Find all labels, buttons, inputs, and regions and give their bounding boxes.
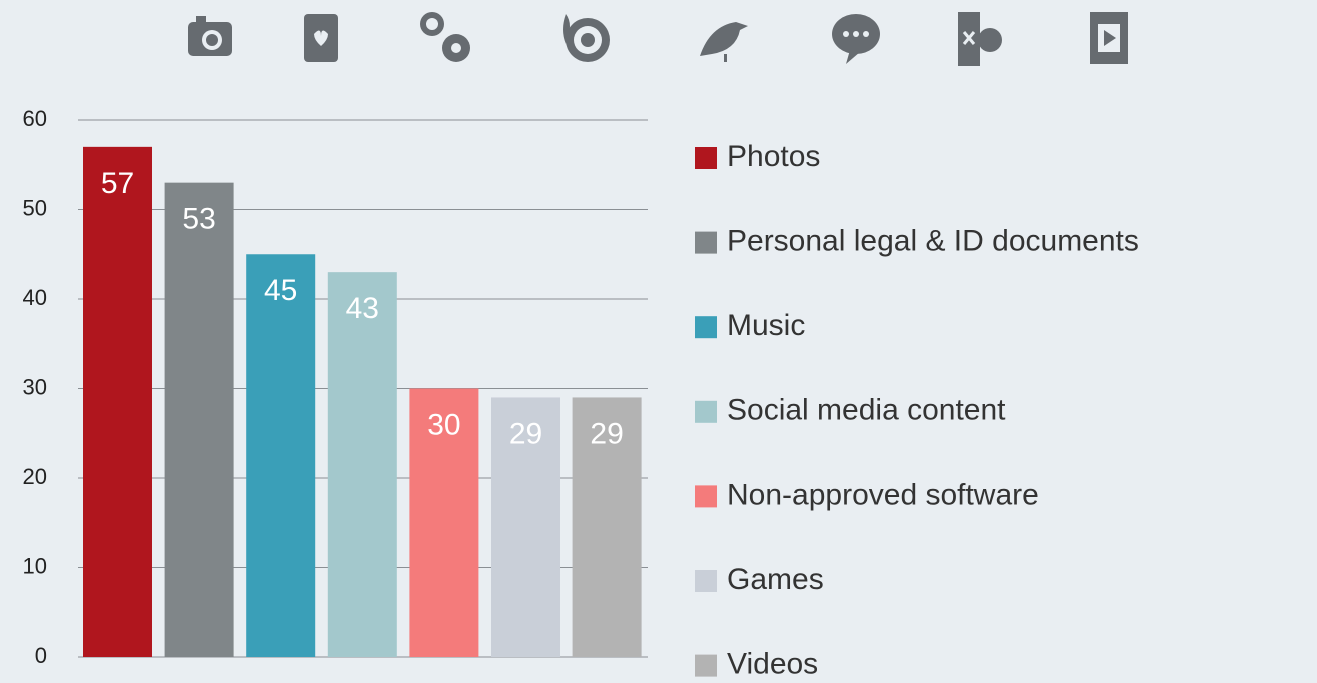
legend-swatch — [695, 485, 717, 508]
bar — [409, 388, 479, 657]
legend-swatch — [695, 231, 717, 254]
camera-icon — [188, 16, 232, 56]
value-label: 30 — [427, 408, 460, 441]
legend-label: Photos — [727, 140, 820, 173]
y-tick-label: 10 — [23, 553, 47, 578]
chat-icon — [832, 14, 880, 64]
gamepad-icon — [420, 12, 470, 62]
icons — [188, 12, 1128, 66]
legend-label: Personal legal & ID documents — [727, 225, 1139, 258]
y-tick-label: 40 — [23, 285, 47, 310]
software-icon — [958, 12, 1002, 66]
value-label: 29 — [590, 417, 623, 450]
value-label: 57 — [101, 167, 134, 200]
value-label: 53 — [182, 203, 215, 236]
value-label: 43 — [346, 292, 379, 325]
legend-swatch — [695, 316, 717, 339]
legend-label: Music — [727, 309, 805, 342]
y-tick-label: 30 — [23, 374, 47, 399]
legend-label: Videos — [727, 648, 818, 681]
bar — [246, 254, 316, 657]
y-tick-label: 60 — [23, 106, 47, 131]
y-tick-label: 0 — [35, 643, 47, 668]
card-icon — [304, 14, 338, 62]
bar — [327, 272, 397, 657]
value-label: 45 — [264, 274, 297, 307]
legend-label: Social media content — [727, 394, 1006, 427]
y-tick-label: 50 — [23, 195, 47, 220]
legend-swatch — [695, 654, 717, 677]
value-label: 29 — [509, 417, 542, 450]
bar — [491, 397, 560, 657]
legend-swatch — [695, 400, 717, 423]
bird-icon — [700, 22, 748, 62]
y-tick-label: 20 — [23, 464, 47, 489]
legend-swatch — [695, 147, 717, 169]
legend-label: Games — [727, 563, 824, 596]
bar — [83, 146, 152, 657]
bar — [572, 397, 642, 657]
legend-swatch — [695, 570, 717, 592]
legend-label: Non-approved software — [727, 478, 1039, 511]
bar — [164, 182, 234, 657]
music-icon — [563, 14, 610, 62]
film-icon — [1090, 12, 1128, 64]
